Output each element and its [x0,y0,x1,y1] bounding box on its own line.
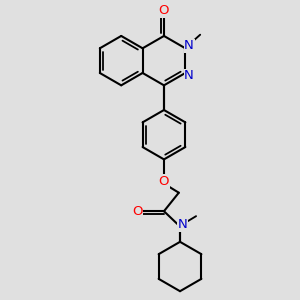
Text: O: O [159,4,169,17]
Text: N: N [184,69,194,82]
Text: N: N [184,39,194,52]
Text: O: O [132,205,143,218]
Text: O: O [159,175,169,188]
Text: N: N [178,218,188,231]
